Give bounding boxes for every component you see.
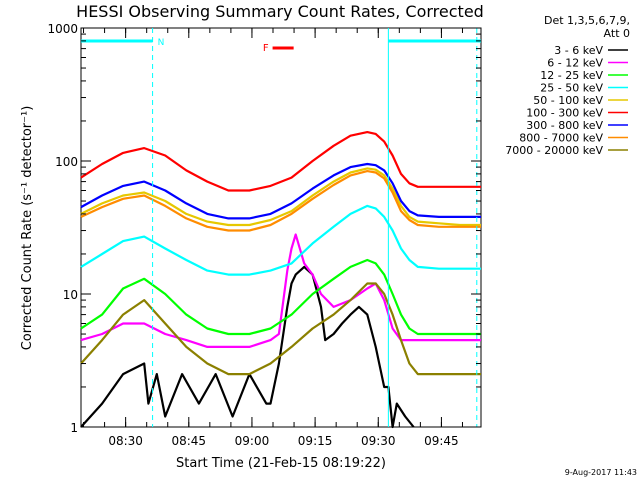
x-tick-label: 08:45 xyxy=(171,434,206,448)
series-line-300-800-kev-kev xyxy=(80,162,481,220)
x-tick-label: 09:30 xyxy=(361,434,396,448)
x-axis: 08:30 08:45 09:00 09:15 09:30 09:45 xyxy=(83,28,463,448)
series-line-12-25-kev-kev xyxy=(80,258,481,336)
series-line-100-300-kev-kev xyxy=(80,131,481,192)
y-tick-label: 100 xyxy=(55,155,78,169)
series-line-800-7000-kev-kev xyxy=(80,170,481,232)
legend-entry-label: 6 - 12 keV xyxy=(547,57,603,70)
y-axis-label: Corrected Count Rate (s⁻¹ detector⁻¹) xyxy=(20,106,35,351)
legend-header-attenuator: Att 0 xyxy=(604,27,630,40)
y-tick-label: 10 xyxy=(63,288,78,302)
legend-entry-label: 300 - 800 keV xyxy=(526,119,603,132)
series-line-25-50-kev-kev xyxy=(80,204,481,276)
y-tick-label: 1000 xyxy=(47,22,78,36)
legend-entry-label: 100 - 300 keV xyxy=(526,107,603,120)
series-line-6-12-kev-kev xyxy=(80,233,481,348)
legend-entry-label: 50 - 100 keV xyxy=(533,94,603,107)
legend-entry-label: 12 - 25 keV xyxy=(540,69,603,82)
series-line-50-100-kev-kev xyxy=(80,167,481,227)
footer-date: 9-Aug-2017 11:43 xyxy=(565,468,637,477)
legend-entry-label: 25 - 50 keV xyxy=(540,82,603,95)
x-tick-label: 09:45 xyxy=(424,434,459,448)
plot-frame xyxy=(80,27,482,428)
night-label: N xyxy=(158,38,165,48)
legend-entry-label: 7000 - 20000 keV xyxy=(505,144,603,157)
chart-title: HESSI Observing Summary Count Rates, Cor… xyxy=(76,2,484,21)
legend-header-detectors: Det 1,3,5,6,7,9, xyxy=(544,14,630,27)
x-tick-label: 09:15 xyxy=(298,434,333,448)
x-tick-label: 09:00 xyxy=(235,434,270,448)
series-line-3-6-kev-kev xyxy=(80,265,415,429)
flare-label: F xyxy=(263,43,269,54)
y-tick-label: 1 xyxy=(70,421,78,435)
series-line-7000-20000-kev-kev xyxy=(80,282,481,376)
series-layer xyxy=(80,131,481,429)
x-tick-label: 08:30 xyxy=(108,434,143,448)
x-axis-label: Start Time (21-Feb-15 08:19:22) xyxy=(176,456,386,471)
legend-entry-label: 800 - 7000 keV xyxy=(519,132,603,145)
y-axis: 1 10 100 1000 xyxy=(47,22,481,435)
legend-entry-label: 3 - 6 keV xyxy=(554,44,603,57)
